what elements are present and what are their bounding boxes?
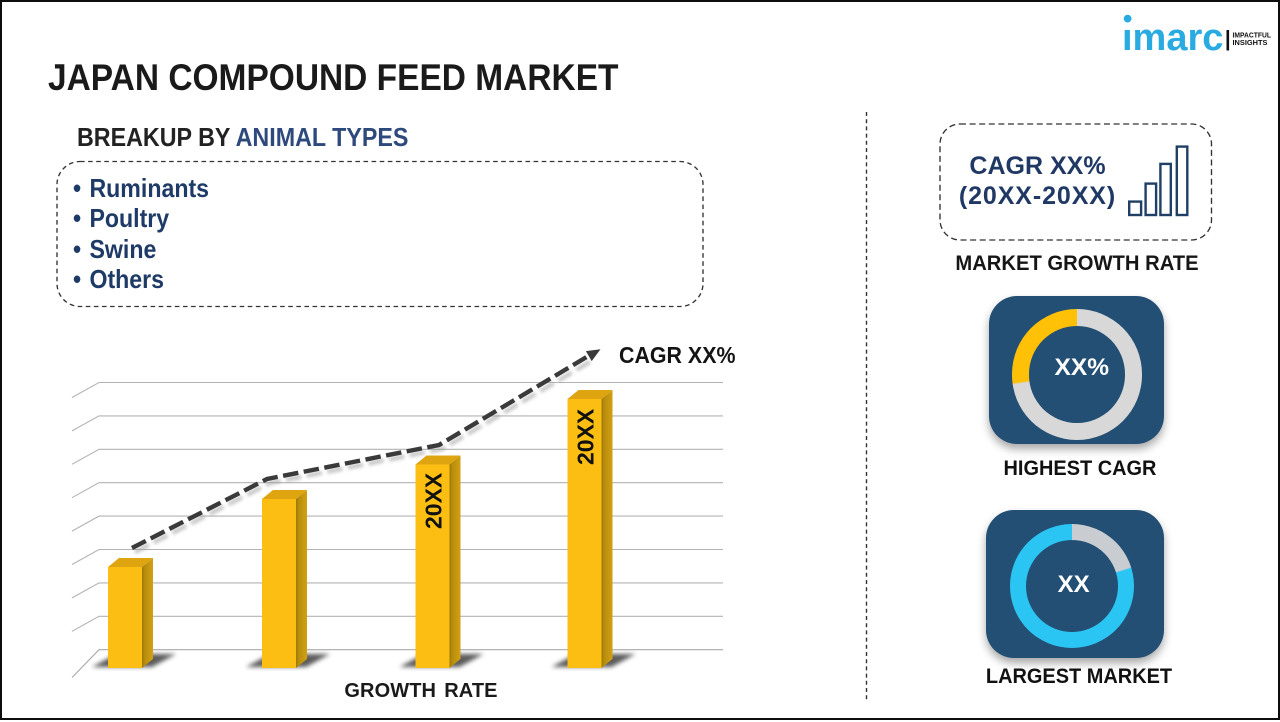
svg-text:ımarc: ımarc	[1122, 17, 1223, 59]
svg-text:20XX: 20XX	[421, 472, 447, 529]
svg-text:20XX: 20XX	[573, 408, 599, 465]
svg-text:INSIGHTS: INSIGHTS	[1233, 38, 1268, 47]
svg-text:IMPACTFUL: IMPACTFUL	[1233, 31, 1272, 40]
